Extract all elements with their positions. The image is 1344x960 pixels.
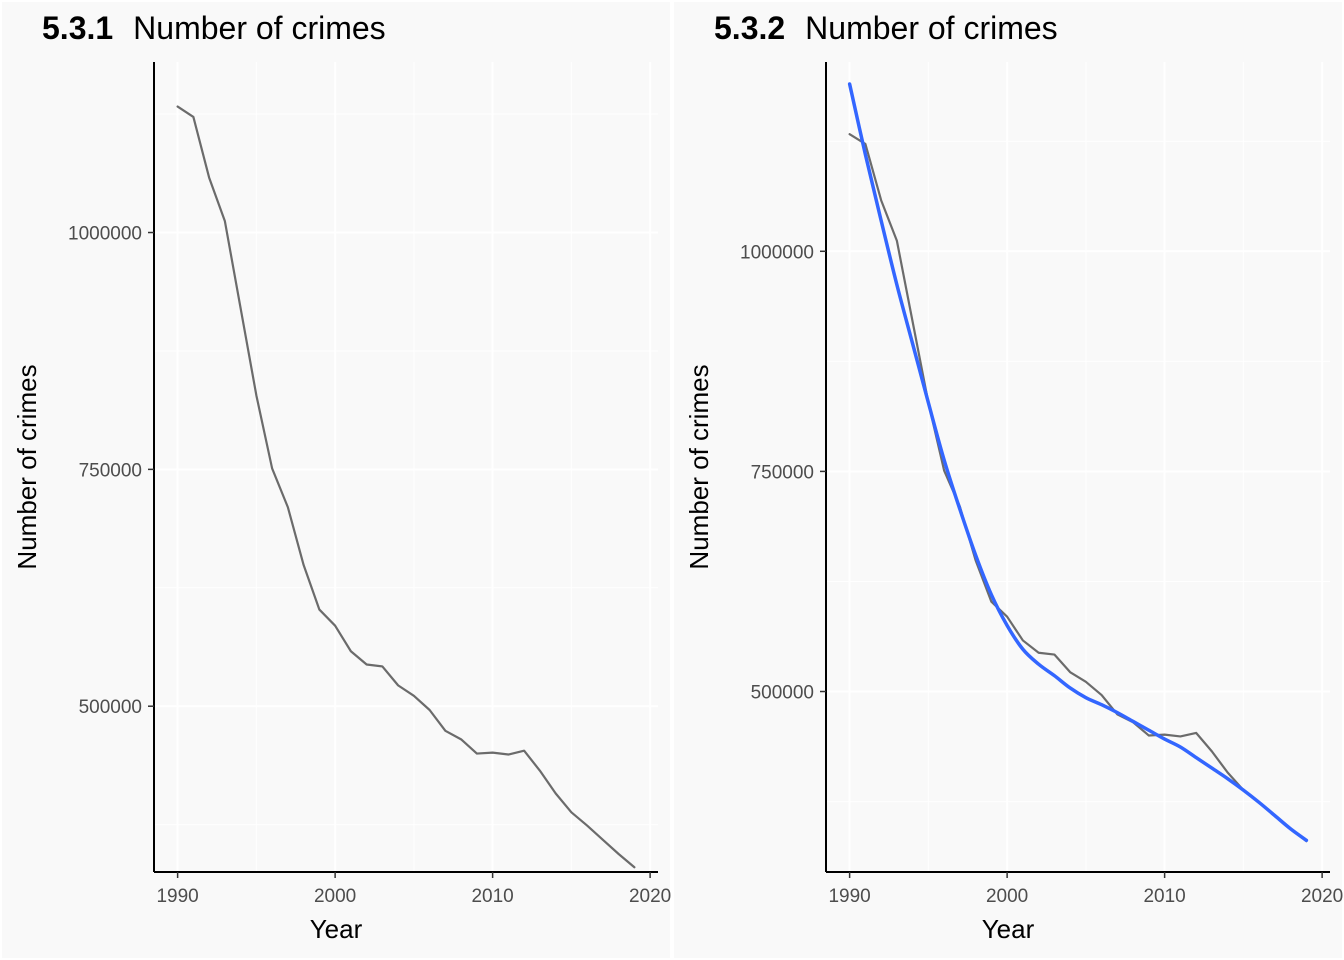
grid — [826, 62, 1330, 872]
y-tick-label: 1000000 — [68, 224, 142, 245]
chart-tag: 5.3.1 — [42, 10, 114, 46]
y-tick-label: 750000 — [79, 460, 142, 481]
grid — [154, 62, 658, 872]
y-tick-label: 1000000 — [740, 242, 814, 263]
x-tick-label: 1990 — [156, 886, 198, 907]
x-tick-label: 1990 — [828, 886, 870, 907]
chart-title-text: Number of crimes — [133, 10, 386, 46]
y-axis-title: Number of crimes — [12, 364, 42, 569]
x-tick-label: 2000 — [986, 886, 1028, 907]
line-chart: 1990 2000 2010 2020 500000 750000 1000000 Year N… — [12, 62, 671, 944]
chart-tag: 5.3.2 — [714, 10, 786, 46]
x-tick-label: 2000 — [314, 886, 356, 907]
y-tick-label: 750000 — [751, 462, 814, 483]
chart-title: 5.3.1 Number of crimes — [42, 10, 386, 47]
y-axis-title: Number of crimes — [684, 364, 714, 569]
line-chart-with-trend: 1990 2000 2010 2020 500000 750000 1000000 Year N… — [684, 62, 1343, 944]
y-tick-label: 500000 — [751, 683, 814, 704]
data-line — [848, 133, 1308, 843]
trend-line — [847, 82, 1309, 843]
chart-title: 5.3.2 Number of crimes — [714, 10, 1058, 47]
y-tick-label: 500000 — [79, 697, 142, 718]
x-tick-label: 2020 — [629, 886, 671, 907]
x-tick-label: 2010 — [1143, 886, 1185, 907]
x-axis-title: Year — [310, 914, 363, 944]
x-axis-title: Year — [982, 914, 1035, 944]
chart-panel-1: 5.3.1 Number of crimes 1990 2000 2010 2020 50… — [12, 10, 672, 944]
data-line — [176, 105, 636, 869]
chart-panel-2: 5.3.2 Number of crimes 1990 2000 2010 2020 50… — [672, 0, 1344, 960]
x-tick-label: 2020 — [1301, 886, 1343, 907]
chart-title-text: Number of crimes — [805, 10, 1058, 46]
x-tick-label: 2010 — [471, 886, 513, 907]
